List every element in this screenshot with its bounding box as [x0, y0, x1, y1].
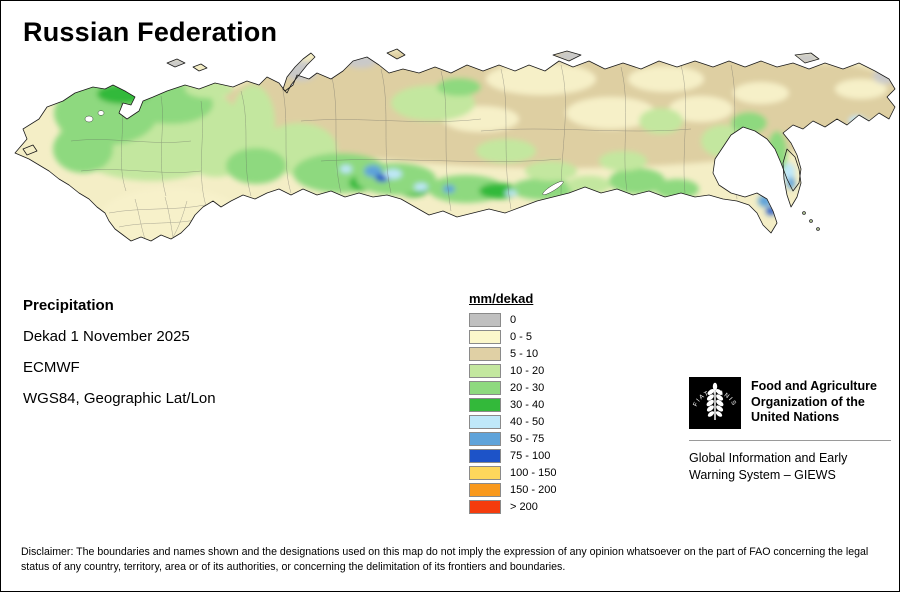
coastline [14, 48, 896, 242]
legend: mm/dekad 0 0 - 5 5 - 10 10 - 20 20 - 30 … [469, 291, 556, 517]
legend-label: 0 - 5 [510, 331, 533, 343]
legend-row: 50 - 75 [469, 432, 556, 446]
legend-label: 150 - 200 [510, 484, 557, 496]
legend-swatch [469, 500, 501, 514]
lakes [84, 110, 564, 195]
legend-row: 30 - 40 [469, 398, 556, 412]
legend-row: 150 - 200 [469, 483, 556, 497]
legend-label: > 200 [510, 501, 538, 513]
page-title: Russian Federation [23, 17, 278, 47]
legend-label: 5 - 10 [510, 348, 539, 360]
legend-swatch [469, 483, 501, 497]
legend-swatch [469, 313, 501, 327]
map-info-block: Precipitation Dekad 1 November 2025 ECMW… [23, 297, 216, 421]
disclaimer-text: Disclaimer: The boundaries and names sho… [21, 546, 869, 574]
legend-row: 40 - 50 [469, 415, 556, 429]
info-projection: WGS84, Geographic Lat/Lon [23, 390, 216, 407]
legend-swatch [469, 381, 501, 395]
legend-label: 0 [510, 314, 517, 326]
info-source: ECMWF [23, 359, 80, 376]
legend-swatch [469, 466, 501, 480]
land-fill-layer [15, 49, 895, 241]
legend-row: 5 - 10 [469, 347, 556, 361]
fao-divider [689, 440, 891, 441]
legend-row: 0 [469, 313, 556, 327]
legend-swatch [469, 415, 501, 429]
legend-swatch [469, 330, 501, 344]
legend-label: 30 - 40 [510, 399, 545, 411]
legend-row: 10 - 20 [469, 364, 556, 378]
legend-label: 10 - 20 [510, 365, 545, 377]
fao-org-name: Food and Agriculture Organization of the… [751, 379, 877, 425]
legend-label: 50 - 75 [510, 433, 545, 445]
info-dekad: Dekad 1 November 2025 [23, 328, 190, 345]
legend-label: 40 - 50 [510, 416, 545, 428]
legend-swatch [469, 449, 501, 463]
legend-swatch [469, 347, 501, 361]
legend-label: 100 - 150 [510, 467, 557, 479]
precipitation-map [14, 48, 896, 242]
legend-swatch [469, 432, 501, 446]
legend-label: 75 - 100 [510, 450, 551, 462]
legend-label: 20 - 30 [510, 382, 545, 394]
giews-label: Global Information and Early Warning Sys… [689, 451, 848, 482]
info-heading: Precipitation [23, 297, 114, 314]
legend-row: 20 - 30 [469, 381, 556, 395]
legend-swatch [469, 364, 501, 378]
fao-logo-icon: FIAT PANIS [689, 377, 741, 429]
wheat-ear-icon [706, 382, 724, 420]
legend-title: mm/dekad [469, 291, 534, 306]
legend-swatch [469, 398, 501, 412]
fao-branding-block: FIAT PANIS Food and Agricult [689, 377, 891, 484]
legend-row: 100 - 150 [469, 466, 556, 480]
legend-row: 75 - 100 [469, 449, 556, 463]
legend-row: 0 - 5 [469, 330, 556, 344]
legend-row: > 200 [469, 500, 556, 514]
